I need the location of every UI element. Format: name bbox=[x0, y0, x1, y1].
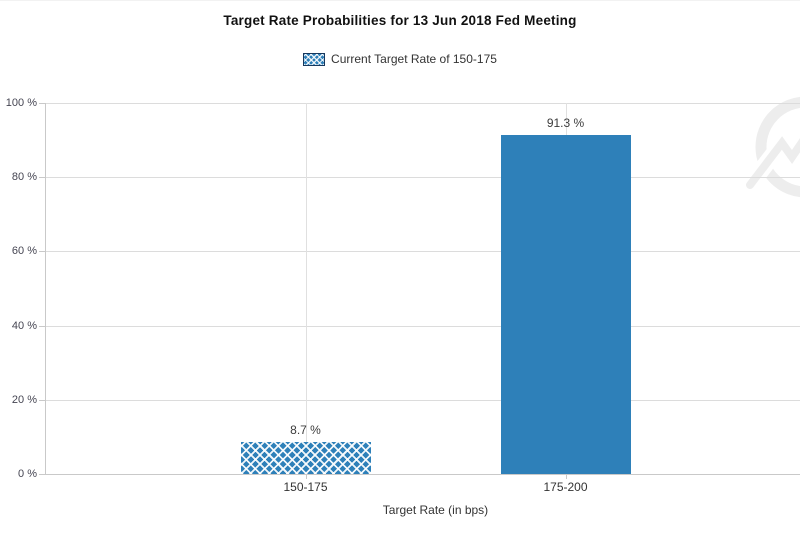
x-axis-tick bbox=[305, 474, 307, 479]
y-axis-tick bbox=[39, 400, 45, 401]
x-axis-tick bbox=[565, 474, 567, 479]
legend-label: Current Target Rate of 150-175 bbox=[331, 52, 497, 66]
y-tick-label: 0 % bbox=[18, 468, 37, 480]
y-axis-tick bbox=[39, 326, 45, 327]
y-axis-tick bbox=[39, 474, 45, 475]
gridline-horizontal bbox=[45, 177, 800, 178]
y-tick-label: 60 % bbox=[11, 245, 37, 257]
x-axis-title: Target Rate (in bps) bbox=[382, 503, 489, 517]
y-tick-label: 20 % bbox=[11, 394, 37, 406]
category-label: 150-175 bbox=[283, 480, 328, 494]
y-axis-tick bbox=[39, 103, 45, 104]
bar-value-label: 8.7 % bbox=[290, 423, 321, 437]
y-axis-line bbox=[45, 103, 46, 474]
y-tick-label: 100 % bbox=[5, 97, 37, 109]
y-axis-tick bbox=[39, 251, 45, 252]
gridline-vertical bbox=[305, 103, 307, 474]
y-tick-label: 80 % bbox=[11, 171, 37, 183]
bar-150-175 bbox=[240, 442, 371, 474]
gridline-horizontal bbox=[45, 400, 800, 401]
gridline-horizontal bbox=[45, 103, 800, 104]
y-tick-label: 40 % bbox=[11, 320, 37, 332]
legend: Current Target Rate of 150-175 bbox=[0, 52, 800, 66]
gridline-horizontal bbox=[45, 326, 800, 327]
watermark-circle-bolt-logo bbox=[741, 96, 800, 198]
chart-title: Target Rate Probabilities for 13 Jun 201… bbox=[223, 13, 577, 28]
legend-swatch-crosshatch bbox=[303, 52, 326, 66]
category-label: 175-200 bbox=[543, 480, 588, 494]
y-axis-tick bbox=[39, 177, 45, 178]
gridline-horizontal bbox=[45, 251, 800, 252]
x-axis-line bbox=[45, 474, 800, 475]
bar-175-200 bbox=[500, 135, 631, 474]
bar-value-label: 91.3 % bbox=[546, 116, 585, 130]
